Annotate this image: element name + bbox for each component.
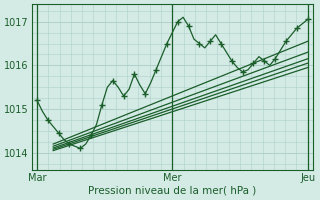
X-axis label: Pression niveau de la mer( hPa ): Pression niveau de la mer( hPa ) xyxy=(88,186,256,196)
